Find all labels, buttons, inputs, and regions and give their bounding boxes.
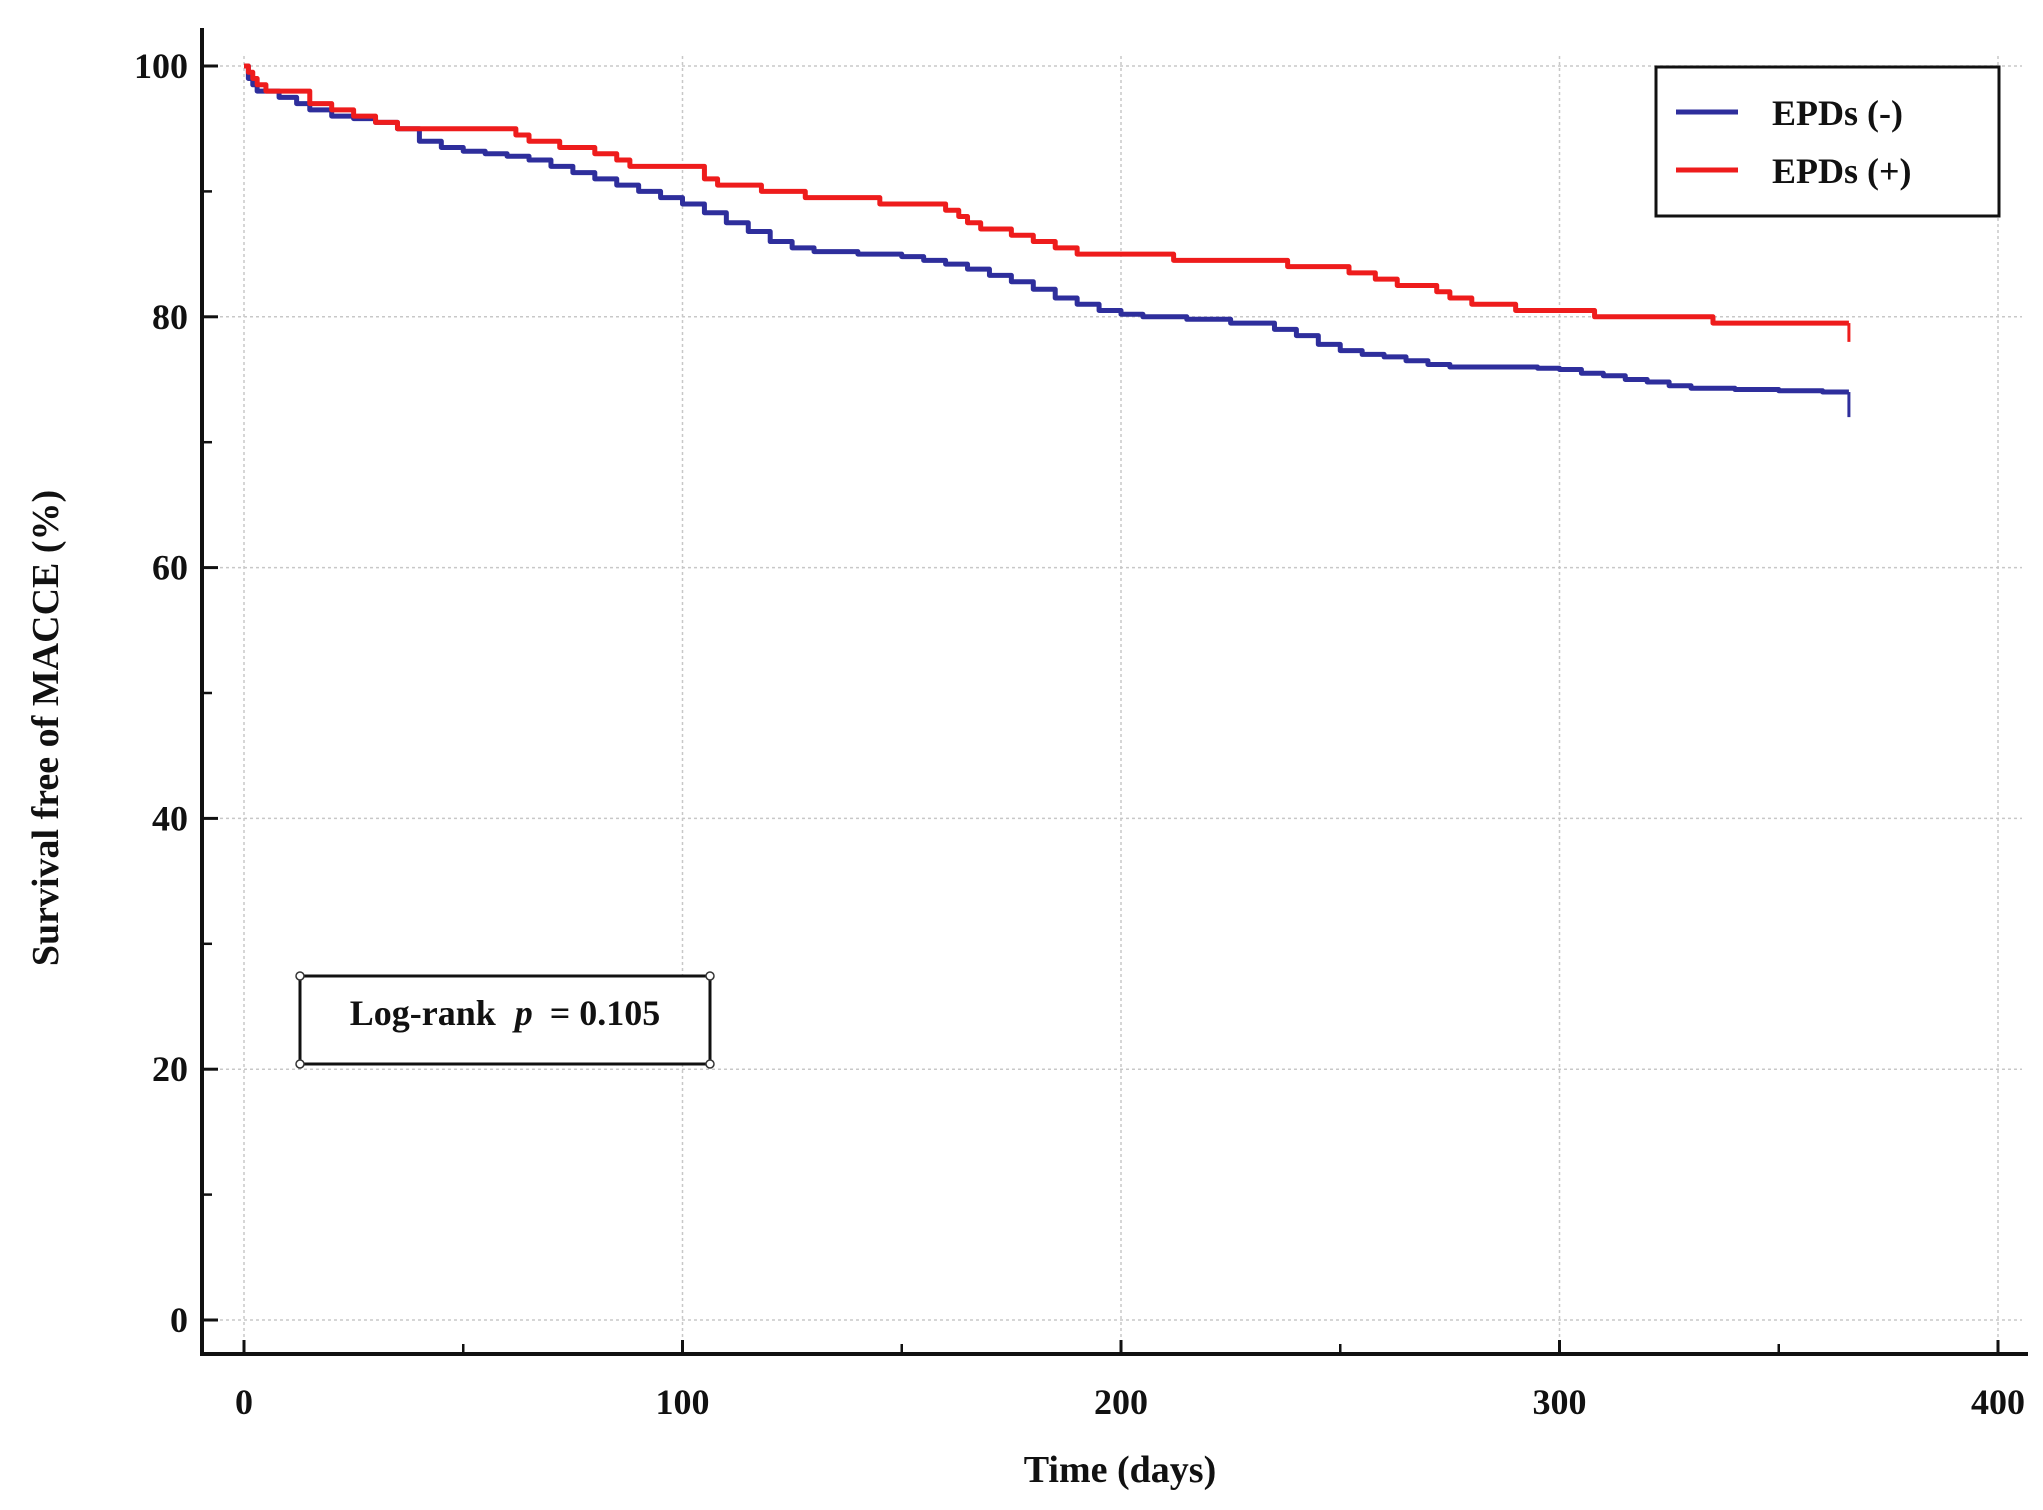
x-tick-label: 100 [656, 1382, 710, 1422]
x-tick-label: 300 [1533, 1382, 1587, 1422]
y-tick-label: 40 [152, 798, 188, 838]
annotation-text: Log-rank p = 0.105 [350, 993, 661, 1033]
legend-box [1654, 65, 2001, 218]
annotation-p-symbol: p [512, 993, 533, 1033]
annotation-handle [295, 971, 305, 981]
y-tick-label: 0 [170, 1300, 188, 1340]
x-tick-label: 200 [1094, 1382, 1148, 1422]
log-rank-annotation: Log-rank p = 0.105 [295, 971, 715, 1069]
y-tick-label: 60 [152, 548, 188, 588]
y-tick-label: 80 [152, 297, 188, 337]
series-line-epds-negative [244, 63, 1849, 395]
legend-label-epds-positive: EPDs (+) [1772, 151, 1912, 191]
ticks: 0 100 200 300 400 0 20 40 60 80 100 [134, 46, 2025, 1422]
axes [200, 28, 2028, 1356]
annotation-box [298, 974, 712, 1066]
annotation-test-name: Log-rank [350, 993, 496, 1033]
annotation-handle [705, 971, 715, 981]
series-line-epds-positive [244, 63, 1849, 326]
y-axis-label: Survival free of MACCE (%) [25, 490, 67, 966]
legend-label-epds-negative: EPDs (-) [1772, 93, 1903, 133]
grid [202, 56, 2022, 1354]
series-lines [244, 63, 1851, 418]
x-tick-label: 400 [1971, 1382, 2025, 1422]
y-tick-label: 20 [152, 1049, 188, 1089]
annotation-handle [295, 1059, 305, 1069]
x-axis-label: Time (days) [1024, 1449, 1216, 1491]
annotation-handle [705, 1059, 715, 1069]
annotation-p-value: = 0.105 [550, 993, 661, 1033]
legend: EPDs (-) EPDs (+) [1654, 65, 2001, 218]
y-tick-label: 100 [134, 46, 188, 86]
x-tick-label: 0 [235, 1382, 253, 1422]
